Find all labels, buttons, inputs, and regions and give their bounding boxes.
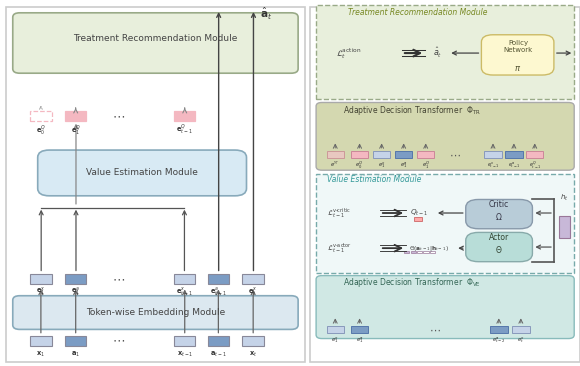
Bar [417,251,422,253]
Bar [417,151,434,158]
Text: Value Estimation Module: Value Estimation Module [327,175,421,184]
Bar [559,216,570,238]
FancyBboxPatch shape [316,276,574,339]
Text: Adaptive Decision Transformer  $\Phi_{\rm TR}$: Adaptive Decision Transformer $\Phi_{\rm… [343,104,481,117]
Text: $\mathbf{e}_{t-1}^a$: $\mathbf{e}_{t-1}^a$ [210,286,227,298]
Bar [490,326,508,333]
Text: $\mathbf{a}_{t-1}$: $\mathbf{a}_{t-1}$ [210,350,227,359]
Text: $\mathbf{x}_t$: $\mathbf{x}_t$ [249,350,258,359]
Text: $e_1^Q$: $e_1^Q$ [422,160,430,171]
Text: $\mathcal{L}_{t-1}^{\rm v\text{-}critic}$: $\mathcal{L}_{t-1}^{\rm v\text{-}critic}… [327,206,350,220]
Text: $e_1^x$: $e_1^x$ [378,160,386,170]
Bar [30,336,52,346]
Bar [316,174,574,273]
Text: Token-wise Embedding Module: Token-wise Embedding Module [86,308,225,317]
FancyBboxPatch shape [13,296,298,329]
Text: $e_1^a$: $e_1^a$ [356,335,364,345]
Text: $\cdots$: $\cdots$ [113,334,125,347]
Text: $e_{t-1}^Q$: $e_{t-1}^Q$ [528,160,541,171]
Bar [310,7,580,362]
Bar [351,326,368,333]
Text: $\mathbf{e}_t^x$: $\mathbf{e}_t^x$ [248,286,258,298]
Text: $\mathbf{a}_1$: $\mathbf{a}_1$ [71,350,80,359]
Bar [30,274,52,284]
Bar [174,336,195,346]
Text: $h_t$: $h_t$ [560,193,568,203]
Text: Critic
$\Omega$: Critic $\Omega$ [489,200,509,222]
Text: $e_t^x$: $e_t^x$ [517,335,525,345]
Text: $e_{t-1}^x$: $e_{t-1}^x$ [487,160,499,170]
Text: $\cdots$: $\cdots$ [450,149,461,160]
Bar [316,5,574,99]
Bar [208,274,229,284]
Text: Value Estimation Module: Value Estimation Module [86,168,198,177]
Text: Treatment Recommendation Module: Treatment Recommendation Module [73,34,238,43]
Text: $\mathbf{x}_{t-1}$: $\mathbf{x}_{t-1}$ [176,350,193,359]
Text: $\mathbf{e}_0^Q$: $\mathbf{e}_0^Q$ [36,123,46,137]
Bar [208,336,229,346]
Text: Actor
$\Theta$: Actor $\Theta$ [489,233,509,255]
Text: $\cdots$: $\cdots$ [429,324,441,335]
Text: $\cdots$: $\cdots$ [113,272,125,285]
Text: $\mathcal{L}_{t-1}^{\rm v\text{-}actor}$: $\mathcal{L}_{t-1}^{\rm v\text{-}actor}$ [327,241,351,255]
Text: $e_1^a$: $e_1^a$ [400,160,407,170]
Bar [423,251,429,253]
Bar [484,151,502,158]
Text: $\Theta(\mathbf{a}_{t-1}|\mathbf{h}_{t-1})$: $\Theta(\mathbf{a}_{t-1}|\mathbf{h}_{t-1… [409,244,449,253]
Text: Adaptive Decision Transformer  $\Phi_{\rm VE}$: Adaptive Decision Transformer $\Phi_{\rm… [343,276,481,289]
Text: Treatment Recommendation Module: Treatment Recommendation Module [348,8,487,16]
Text: $\pi$: $\pi$ [514,64,521,73]
Text: $e_{t-1}^a$: $e_{t-1}^a$ [508,160,520,170]
Bar [65,336,86,346]
Bar [242,336,264,346]
FancyBboxPatch shape [38,150,246,196]
Text: $\hat{\mathbf{a}}_t$: $\hat{\mathbf{a}}_t$ [260,5,271,22]
Bar [430,251,435,253]
Text: $\mathbf{e}_1^Q$: $\mathbf{e}_1^Q$ [71,123,81,137]
Text: $Q_{t-1}$: $Q_{t-1}$ [410,208,429,218]
FancyBboxPatch shape [466,232,532,262]
FancyBboxPatch shape [13,13,298,73]
Bar [526,151,543,158]
Bar [373,151,390,158]
Bar [174,111,195,121]
Text: $\cdots$: $\cdots$ [113,109,125,123]
Bar [327,151,344,158]
Bar [411,251,416,253]
Text: $\mathbf{e}_{t-1}^x$: $\mathbf{e}_{t-1}^x$ [176,286,193,298]
Text: $e_1^x$: $e_1^x$ [331,335,339,345]
Bar [512,326,530,333]
Text: $\mathbf{x}_1$: $\mathbf{x}_1$ [37,350,45,359]
Text: $\hat{a}_t$: $\hat{a}_t$ [433,46,443,60]
FancyBboxPatch shape [481,35,554,75]
Text: $\mathbf{e}_{t-1}^Q$: $\mathbf{e}_{t-1}^Q$ [176,123,193,137]
Text: Policy
Network: Policy Network [503,40,532,53]
Bar [65,111,86,121]
Bar [327,326,344,333]
Text: $e_{t-2}^a$: $e_{t-2}^a$ [492,335,505,345]
Text: $\mathbf{e}_1^a$: $\mathbf{e}_1^a$ [71,286,80,298]
Bar [395,151,412,158]
Bar [6,7,304,362]
Text: $\mathbf{e}_1^x$: $\mathbf{e}_1^x$ [36,286,46,298]
FancyBboxPatch shape [466,199,532,229]
Bar [174,274,195,284]
Bar [351,151,368,158]
Text: $\mathcal{L}_t^{\rm action}$: $\mathcal{L}_t^{\rm action}$ [336,46,362,60]
Bar [414,217,422,221]
Text: $e_0^Q$: $e_0^Q$ [356,160,364,171]
Bar [65,274,86,284]
Text: $e^{Y_T}$: $e^{Y_T}$ [331,160,340,169]
Bar [242,274,264,284]
Bar [404,251,409,253]
FancyBboxPatch shape [316,102,574,170]
Bar [505,151,523,158]
Bar [30,111,52,121]
